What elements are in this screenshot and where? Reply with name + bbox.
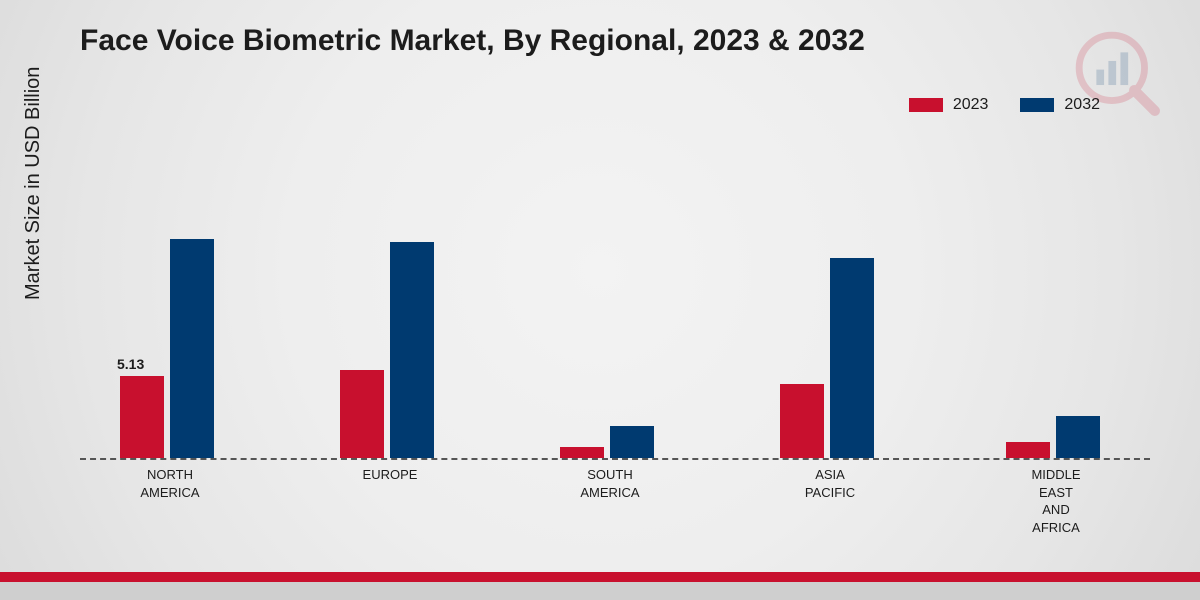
x-label-mea: MIDDLE EAST AND AFRICA — [996, 466, 1116, 536]
bar-2023-mea — [1006, 442, 1050, 458]
bar-2032-north-america — [170, 239, 214, 458]
bar-2032-south-america — [610, 426, 654, 458]
legend-swatch-2023 — [909, 98, 943, 112]
legend: 2023 2032 — [909, 96, 1100, 114]
x-label-europe: EUROPE — [330, 466, 450, 484]
plot-area: 5.13 — [80, 140, 1150, 460]
legend-label-2032: 2032 — [1064, 96, 1100, 114]
legend-item-2032: 2032 — [1020, 96, 1100, 114]
chart-title: Face Voice Biometric Market, By Regional… — [80, 24, 865, 58]
footer-red-bar — [0, 572, 1200, 582]
bar-2023-europe — [340, 370, 384, 458]
legend-item-2023: 2023 — [909, 96, 989, 114]
bar-2023-south-america — [560, 447, 604, 458]
data-label-5-13: 5.13 — [117, 356, 144, 372]
baseline-axis — [80, 458, 1150, 460]
x-label-south-america: SOUTH AMERICA — [550, 466, 670, 501]
legend-label-2023: 2023 — [953, 96, 989, 114]
chart-stage: Face Voice Biometric Market, By Regional… — [0, 0, 1200, 600]
bar-2023-north-america — [120, 376, 164, 458]
y-axis-label: Market Size in USD Billion — [22, 67, 45, 300]
bar-2032-europe — [390, 242, 434, 458]
bar-2032-mea — [1056, 416, 1100, 458]
bar-2032-asia-pacific — [830, 258, 874, 458]
footer-gray-bar — [0, 582, 1200, 600]
bar-2023-asia-pacific — [780, 384, 824, 458]
x-label-asia-pacific: ASIA PACIFIC — [770, 466, 890, 501]
x-label-north-america: NORTH AMERICA — [110, 466, 230, 501]
legend-swatch-2032 — [1020, 98, 1054, 112]
